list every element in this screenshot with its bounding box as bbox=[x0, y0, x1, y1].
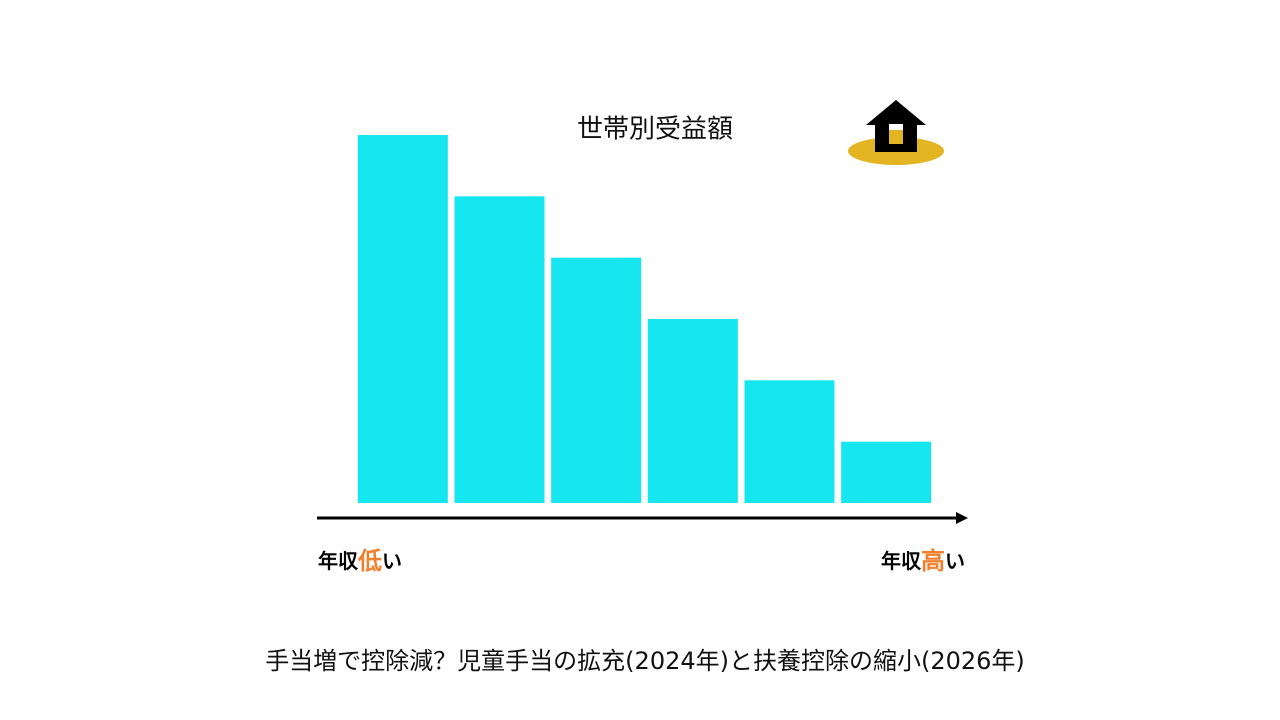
x-axis-arrow bbox=[956, 512, 968, 524]
bar bbox=[551, 257, 642, 503]
x-axis-low-label: 年収低い bbox=[318, 547, 402, 575]
caption: 手当増で控除減？児童手当の拡充(2024年)と扶養控除の縮小(2026年) bbox=[265, 647, 1025, 675]
accent-text: 高 bbox=[921, 547, 945, 575]
chart-title: 世帯別受益額 bbox=[577, 115, 733, 145]
label-text: 年収 bbox=[881, 549, 922, 573]
bar bbox=[357, 135, 448, 503]
label-text: い bbox=[382, 549, 402, 573]
bar bbox=[647, 319, 738, 503]
label-text: 年収 bbox=[318, 549, 359, 573]
accent-text: 低 bbox=[357, 547, 382, 575]
x-axis-high-label: 年収高い bbox=[881, 547, 965, 575]
bar bbox=[744, 380, 835, 503]
bar bbox=[841, 441, 932, 503]
house-icon bbox=[848, 100, 944, 165]
bar bbox=[454, 196, 545, 504]
label-text: い bbox=[945, 549, 965, 573]
